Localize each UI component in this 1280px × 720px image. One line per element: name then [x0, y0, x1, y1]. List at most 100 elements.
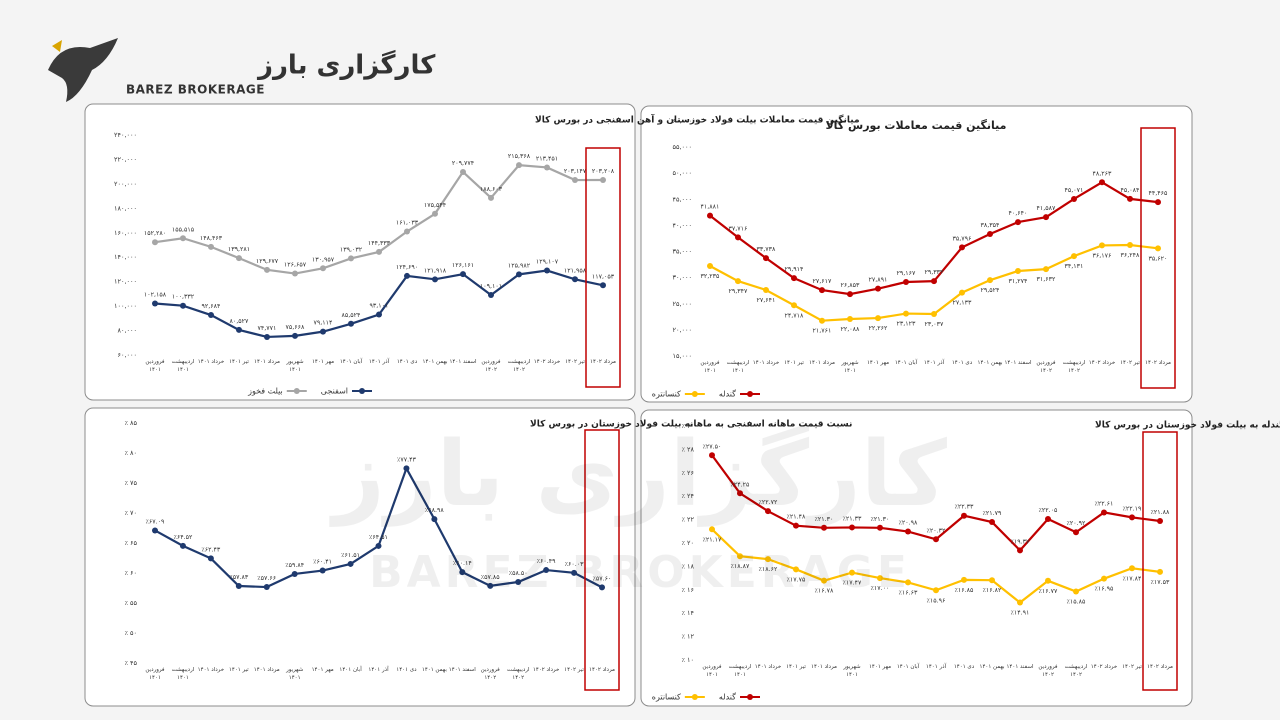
data-point: [320, 328, 326, 335]
x-tick-label: مهر ۱۴۰۱: [311, 667, 334, 673]
data-point: [709, 526, 715, 533]
data-label: ٪۲۲.۶۱: [1095, 500, 1114, 507]
x-tick-label: مرداد ۱۴۰۲: [590, 359, 616, 365]
data-point: [987, 277, 993, 284]
data-point: [207, 555, 214, 562]
data-point: [515, 579, 522, 585]
data-point: [292, 270, 298, 277]
chart-title: نسبت قیمت ماهانه اسفنجی به ماهانه بیلت ف…: [530, 420, 852, 430]
data-point: [903, 279, 909, 286]
y-tick-label: ۱۲۰,۰۰۰: [114, 278, 137, 286]
y-tick-label: ٪ ۵۵: [124, 599, 137, 607]
data-point: [376, 311, 382, 318]
data-label: ٪۲۰.۹۸: [899, 520, 919, 527]
data-label: ۲۳,۱۲۳: [897, 321, 917, 328]
data-point: [180, 302, 186, 309]
data-point: [931, 311, 937, 318]
x-tick-label: اردیبهشت ۱۴۰۱: [726, 360, 750, 374]
data-label: ۱۲۴,۶۹۰: [396, 264, 418, 271]
x-tick-label: آبان ۱۴۰۱: [896, 664, 920, 670]
data-label: ۱۲۶,۶۵۷: [284, 262, 307, 269]
x-tick-label: تیر ۱۴۰۲: [1120, 360, 1140, 366]
data-label: ۲۲,۰۸۸: [841, 326, 861, 333]
data-point: [1045, 577, 1051, 584]
data-label: ٪۶۲.۴۳: [201, 546, 221, 553]
y-tick-label: ۲۵,۰۰۰: [672, 300, 692, 308]
y-tick-label: ۲۲۰,۰۰۰: [114, 155, 137, 163]
data-point: [765, 508, 771, 515]
data-point: [375, 542, 382, 549]
data-point: [875, 315, 881, 322]
x-tick-label: مرداد ۱۴۰۱: [811, 664, 837, 670]
data-point: [263, 584, 270, 591]
data-point: [735, 278, 741, 285]
data-label: ٪۱۵.۹۶: [927, 597, 946, 604]
y-tick-label: ۲۴۰,۰۰۰: [114, 131, 137, 139]
x-tick-label: مرداد ۱۴۰۲: [589, 667, 615, 673]
data-label: ٪۲۰.۳۲: [927, 527, 947, 534]
y-tick-label: ۶۰,۰۰۰: [117, 351, 137, 359]
data-point: [544, 164, 550, 171]
data-label: ٪۵۹.۸۴: [285, 562, 304, 569]
data-point: [1015, 219, 1021, 226]
x-tick-label: مرداد ۱۴۰۱: [254, 359, 280, 365]
legend-label: اسفنجی: [321, 387, 348, 396]
data-label: ٪۱۵.۸۵: [1067, 599, 1087, 606]
x-tick-label: اردیبهشت ۱۴۰۲: [507, 359, 531, 373]
data-label: ٪۲۲.۳۳: [955, 504, 975, 511]
data-label: ٪۱۶.۹۵: [1095, 586, 1115, 593]
x-tick-label: شهریور ۱۴۰۱: [286, 667, 304, 681]
data-label: ۴۸,۲۶۳: [1093, 170, 1113, 177]
data-point: [905, 528, 911, 535]
data-label: ۳۴,۱۳۱: [1065, 263, 1084, 270]
data-label: ۴۴,۴۶۵: [1149, 190, 1169, 197]
x-tick-label: تیر ۱۴۰۲: [564, 667, 584, 673]
x-tick-label: خرداد ۱۴۰۲: [532, 667, 560, 673]
y-tick-label: ٪ ۷۰: [124, 509, 137, 517]
data-point: [208, 312, 214, 319]
data-label: ۱۲۵,۹۸۲: [508, 262, 531, 269]
data-label: ۱۲۱,۹۵۸: [564, 267, 587, 274]
data-label: ۱۶۱,۰۳۳: [396, 220, 419, 227]
data-point: [236, 326, 242, 333]
data-point: [707, 212, 713, 219]
data-label: ۳۱,۲۷۴: [1009, 278, 1028, 285]
legend-label: بیلت فخوز: [247, 387, 283, 396]
data-label: ۲۳,۰۳۷: [925, 321, 945, 328]
y-tick-label: ٪ ۱۴: [681, 609, 694, 617]
data-point: [516, 271, 522, 278]
data-point: [903, 310, 909, 317]
data-point: [431, 516, 438, 523]
x-tick-label: دی ۱۴۰۱: [396, 359, 418, 365]
data-label: ۲۷,۶۴۱: [757, 297, 776, 304]
legend-marker: [691, 391, 698, 397]
data-label: ۱۴۸,۴۶۳: [200, 235, 223, 242]
data-point: [516, 162, 522, 169]
data-point: [236, 255, 242, 262]
x-tick-label: تیر ۱۴۰۱: [786, 664, 806, 670]
legend-marker: [359, 388, 365, 394]
data-label: ۱۸۸,۶۰۳: [480, 186, 503, 193]
legend-marker: [747, 694, 753, 700]
data-point: [959, 289, 965, 296]
x-tick-label: دی ۱۴۰۱: [951, 360, 973, 366]
y-tick-label: ۱۵,۰۰۰: [672, 352, 692, 360]
data-label: ۱۵۲,۲۸۰: [144, 230, 166, 237]
y-tick-label: ۴۰,۰۰۰: [672, 221, 692, 229]
y-tick-label: ۳۰,۰۰۰: [672, 274, 692, 282]
data-point: [1127, 195, 1133, 202]
data-label: ٪۲۱.۳۳: [843, 515, 863, 522]
data-point: [1017, 547, 1023, 554]
data-label: ۴۱,۸۸۱: [701, 204, 720, 211]
x-tick-label: خرداد ۱۴۰۱: [197, 667, 225, 673]
x-tick-label: مرداد ۱۴۰۱: [809, 360, 835, 366]
data-point: [793, 566, 799, 573]
data-label: ۲۷,۱۳۳: [953, 300, 973, 307]
x-tick-label: فروردین ۱۴۰۲: [480, 667, 500, 681]
legend-marker: [691, 694, 698, 700]
data-point: [791, 275, 797, 282]
y-tick-label: ٪ ۱۰: [681, 656, 694, 664]
x-tick-label: مهر ۱۴۰۱: [311, 359, 335, 365]
x-tick-label: دی ۱۴۰۱: [396, 667, 417, 673]
